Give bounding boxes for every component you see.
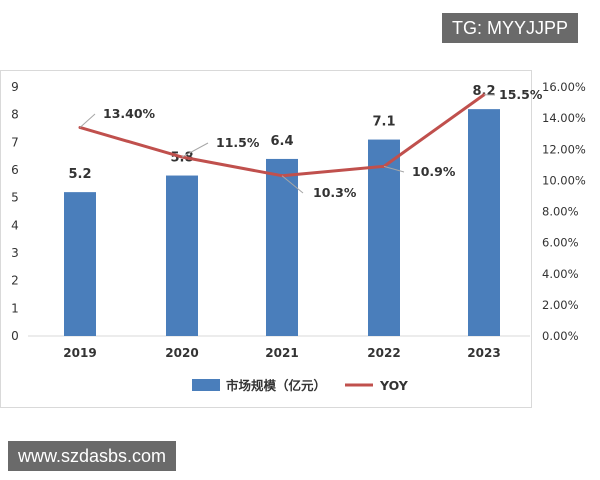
yoy-data-label: 10.3% [313, 185, 357, 200]
left-axis-tick-label: 0 [11, 329, 19, 343]
left-axis-tick-label: 5 [11, 191, 19, 205]
left-axis-tick-label: 3 [11, 246, 19, 260]
left-axis-tick-label: 7 [11, 135, 19, 149]
right-axis-tick-label: 6.00% [542, 236, 579, 250]
bar [266, 158, 298, 336]
yoy-label-leader [383, 165, 405, 173]
legend-label-yoy: YOY [379, 378, 409, 393]
bar-data-label: 6.4 [270, 134, 293, 149]
left-axis-tick-label: 9 [11, 80, 19, 94]
bar-data-label: 7.1 [372, 115, 395, 130]
yoy-data-label: 15.5% [499, 87, 543, 102]
left-axis-tick-label: 1 [11, 301, 19, 315]
yoy-label-leader [281, 175, 304, 194]
right-axis-tick-label: 14.00% [542, 111, 586, 125]
left-axis-tick-label: 8 [11, 108, 19, 122]
bottom-watermark-url: www.szdasbs.com [8, 441, 177, 471]
right-axis-tick-label: 8.00% [542, 205, 579, 219]
yoy-label-leader [181, 142, 209, 158]
yoy-label-leader [79, 113, 96, 128]
yoy-data-label: 13.40% [103, 106, 156, 121]
left-axis-tick-label: 6 [11, 163, 19, 177]
left-axis-tick-label: 4 [11, 218, 19, 232]
yoy-data-label: 10.9% [412, 164, 456, 179]
x-axis-tick-label: 2023 [467, 346, 500, 360]
bar-data-label: 5.2 [68, 167, 91, 182]
legend-swatch-market-size [192, 379, 220, 391]
x-axis-tick-label: 2019 [63, 346, 96, 360]
right-axis-tick-label: 16.00% [542, 80, 586, 94]
bar [64, 192, 96, 336]
left-axis-tick-label: 2 [11, 274, 19, 288]
legend-label-market-size: 市场规模（亿元） [226, 378, 326, 393]
right-axis-tick-label: 4.00% [542, 267, 579, 281]
right-axis-tick-label: 0.00% [542, 329, 579, 343]
x-axis-tick-label: 2021 [265, 346, 298, 360]
right-axis-tick-label: 12.00% [542, 142, 586, 156]
right-axis-tick-label: 10.00% [542, 173, 586, 187]
top-watermark-tag: TG: MYYJJPP [441, 13, 578, 43]
bar [468, 109, 500, 336]
bar [368, 139, 400, 336]
x-axis-tick-label: 2022 [367, 346, 400, 360]
bar [166, 175, 198, 336]
right-axis-tick-label: 2.00% [542, 298, 579, 312]
yoy-data-label: 11.5% [216, 135, 260, 150]
x-axis-tick-label: 2020 [165, 346, 198, 360]
bar-data-label: 8.2 [472, 84, 495, 99]
